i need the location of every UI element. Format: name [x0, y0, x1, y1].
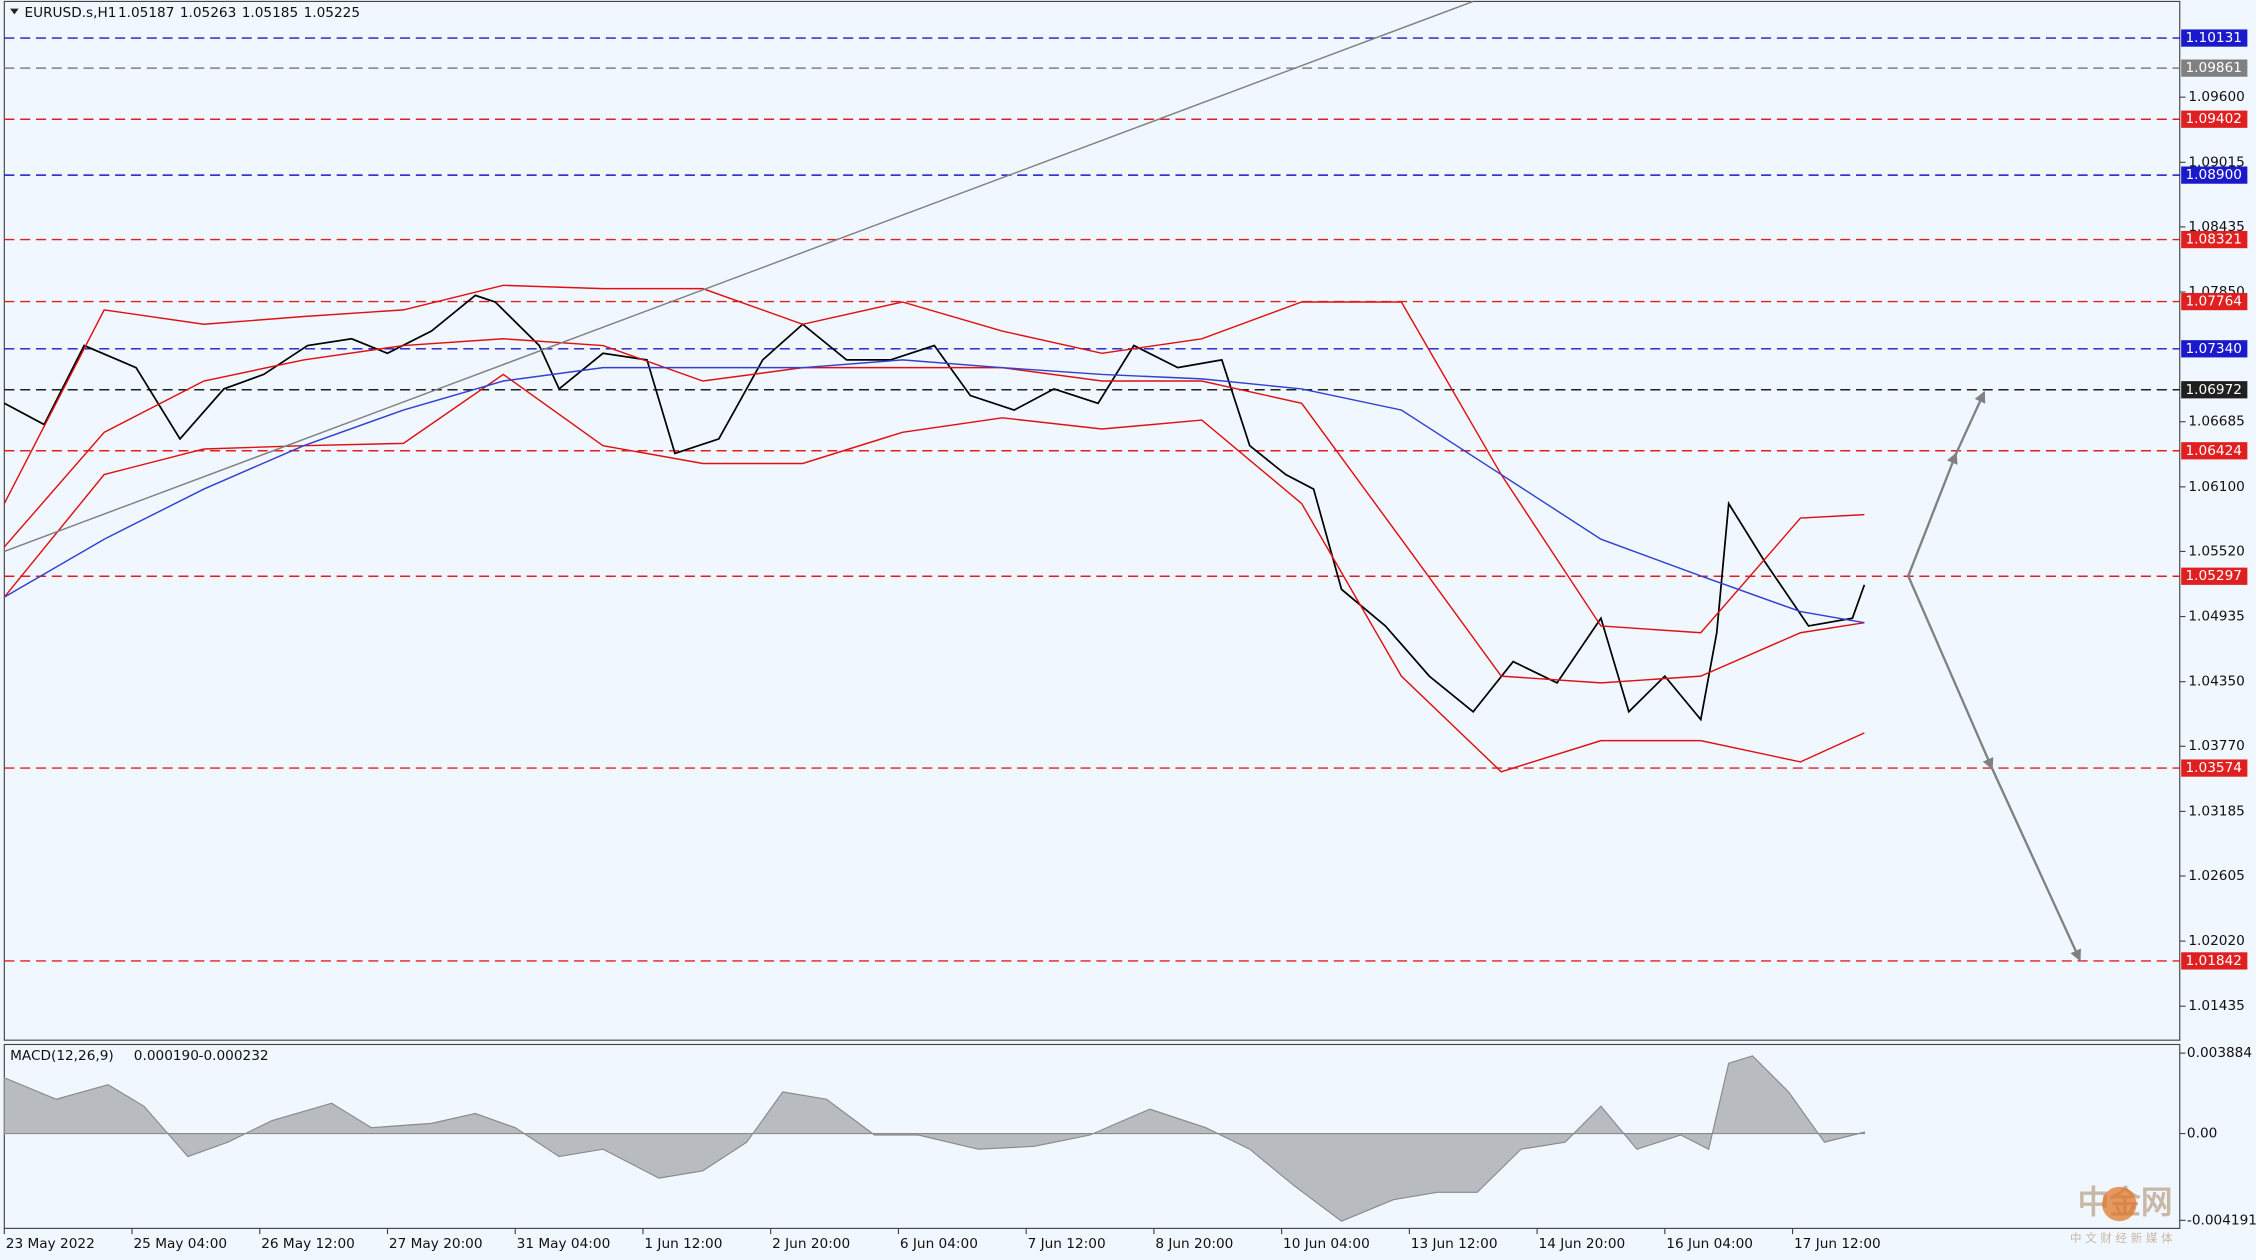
projection-arrow — [1907, 390, 1986, 577]
level-tag — [2181, 292, 2248, 311]
y-tick-label: 1.04350 — [2188, 674, 2244, 690]
level-tag — [2181, 952, 2248, 970]
level-tag — [2181, 59, 2248, 77]
x-tick-label: 25 May 04:00 — [133, 1236, 227, 1252]
y-tick-label: 1.03770 — [2188, 738, 2244, 754]
x-tick-label: 8 Jun 20:00 — [1155, 1236, 1233, 1252]
y-tick-label: 1.06685 — [2188, 414, 2244, 430]
y-tick-label: 1.02605 — [2188, 868, 2244, 884]
x-tick-label: 10 Jun 04:00 — [1283, 1236, 1370, 1252]
watermark-subtitle: 中 文 财 经 新 媒 体 — [2070, 1231, 2173, 1245]
y-tick-label: 1.03185 — [2188, 803, 2244, 819]
series-line — [4, 0, 1474, 553]
x-tick-label: 14 Jun 20:00 — [1539, 1236, 1626, 1252]
x-tick-label: 23 May 2022 — [6, 1236, 95, 1252]
y-tick-label: 1.06100 — [2188, 479, 2244, 495]
x-tick-label: 16 Jun 04:00 — [1666, 1236, 1753, 1252]
y-tick-label: 0.003884 — [2187, 1045, 2252, 1061]
level-label: 1.01842 — [2186, 953, 2242, 969]
level-tag — [2181, 166, 2248, 184]
y-tick-label: 1.09600 — [2188, 89, 2244, 105]
watermark-logo — [2102, 1186, 2137, 1222]
level-tag — [2181, 759, 2248, 777]
y-tick-label: 1.08435 — [2188, 219, 2244, 235]
x-tick-label: 13 Jun 12:00 — [1411, 1236, 1498, 1252]
level-label: 1.10131 — [2186, 30, 2242, 46]
indicator-reading: 0.000190 — [134, 1048, 199, 1064]
level-label: 1.08900 — [2186, 167, 2242, 183]
x-tick-label: 6 Jun 04:00 — [900, 1236, 978, 1252]
series-line — [3, 338, 1865, 684]
series-line — [3, 284, 1865, 634]
level-label: 1.08321 — [2186, 232, 2242, 248]
level-tag — [2181, 230, 2248, 249]
x-tick-label: 27 May 20:00 — [389, 1236, 483, 1252]
series-line — [3, 359, 1865, 624]
x-tick-label: 7 Jun 12:00 — [1028, 1236, 1106, 1252]
histogram-area — [3, 1055, 1866, 1222]
level-label: 1.07340 — [2186, 341, 2242, 357]
level-tag — [2181, 29, 2248, 47]
level-tag — [2181, 381, 2248, 399]
macd-pane — [3, 1043, 2181, 1229]
level-label: 1.09861 — [2186, 60, 2242, 76]
x-tick-label: 2 Jun 20:00 — [772, 1236, 850, 1252]
indicator-reading: -0.000232 — [199, 1048, 269, 1064]
y-tick-label: 1.04935 — [2188, 609, 2244, 625]
level-tag — [2181, 340, 2248, 358]
ohlc-value: 1.05263 — [180, 5, 236, 21]
level-tag — [2181, 442, 2248, 460]
y-tick-label: 0.00 — [2187, 1126, 2217, 1142]
x-tick-label: 26 May 12:00 — [261, 1236, 355, 1252]
level-label: 1.06972 — [2186, 382, 2242, 398]
menu-arrow — [10, 8, 19, 15]
level-label: 1.07764 — [2186, 294, 2242, 310]
y-tick-label: 1.01435 — [2188, 998, 2244, 1014]
x-tick-label: 17 Jun 12:00 — [1794, 1236, 1881, 1252]
symbol: EURUSD.s,H1 — [24, 5, 116, 21]
level-label: 1.05297 — [2186, 568, 2242, 584]
level-label: 1.09402 — [2186, 111, 2242, 127]
main-pane — [3, 0, 2181, 1041]
series-line — [3, 373, 1865, 773]
y-tick-label: 1.02020 — [2188, 933, 2244, 949]
indicator-title: MACD(12,26,9) — [10, 1048, 114, 1064]
y-tick-label: 1.09015 — [2188, 154, 2244, 170]
ohlc-value: 1.05225 — [304, 5, 360, 21]
projection-arrow — [1907, 575, 2081, 962]
level-tag — [2181, 567, 2248, 585]
y-tick-label: 1.05520 — [2188, 543, 2244, 559]
series-line — [3, 294, 1866, 722]
ohlc-value: 1.05185 — [242, 5, 298, 21]
level-tag — [2181, 110, 2248, 128]
x-tick-label: 31 May 04:00 — [517, 1236, 611, 1252]
ohlc-value: 1.05187 — [118, 5, 174, 21]
level-label: 1.03574 — [2186, 760, 2242, 776]
y-tick-label: -0.004191 — [2187, 1212, 2256, 1228]
level-label: 1.06424 — [2186, 443, 2242, 459]
x-tick-label: 1 Jun 12:00 — [644, 1236, 722, 1252]
